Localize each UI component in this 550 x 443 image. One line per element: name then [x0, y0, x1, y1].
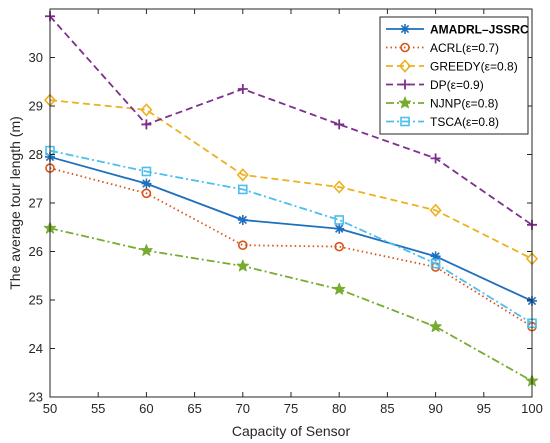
series-5: [45, 145, 537, 329]
data-point-3-1: [141, 119, 152, 130]
series-line-3: [49, 15, 533, 226]
x-tick-label-8: 90: [428, 401, 442, 416]
y-tick-label-7: 30: [29, 50, 43, 65]
legend-box: [379, 16, 529, 135]
legend-marker-5: [400, 116, 410, 127]
legend-entry-5: TSCA(ε=0.8): [386, 115, 499, 129]
y-tick-label-5: 28: [29, 147, 43, 162]
legend-marker-0: [400, 24, 410, 34]
y-tick-label-4: 27: [29, 196, 43, 211]
y-tick-label-1: 24: [29, 341, 43, 356]
y-tick-label-3: 26: [29, 244, 43, 259]
data-point-1-1: [141, 188, 152, 199]
legend-marker-2: [398, 59, 412, 73]
data-point-4-1: [140, 244, 153, 256]
data-point-5-2: [238, 184, 248, 195]
data-point-0-4: [430, 251, 441, 262]
series-line-5: [49, 149, 533, 325]
data-point-5-4: [430, 258, 441, 269]
x-tick-label-10: 100: [521, 401, 543, 416]
data-point-2-3: [333, 180, 346, 194]
series-line-2: [49, 99, 533, 260]
y-axis-label: The average tour length (m): [7, 116, 23, 290]
data-point-2-1: [140, 103, 153, 117]
data-point-0-2: [237, 214, 248, 225]
legend-entry-2: GREEDY(ε=0.8): [386, 59, 518, 74]
data-point-3-4: [430, 153, 441, 164]
x-tick-label-7: 85: [380, 401, 394, 416]
x-tick-label-2: 60: [139, 401, 153, 416]
legend-label-2: GREEDY(ε=0.8): [430, 60, 518, 74]
y-tick-label-6: 29: [29, 99, 43, 114]
ticks-layer: 50 55 60 65 70 75 80 85 90 95 100 23 24 25 26 27 28 29 30: [29, 9, 543, 416]
data-point-4-4: [429, 320, 442, 333]
legend-entry-1: ACRL(ε=0.7): [386, 41, 499, 55]
x-tick-label-0: 50: [43, 401, 57, 416]
x-tick-label-3: 65: [187, 401, 201, 416]
y-tick-label-0: 23: [29, 390, 43, 405]
data-point-2-2: [236, 168, 249, 182]
x-tick-label-6: 80: [332, 401, 346, 416]
series-line-0: [49, 156, 533, 302]
legend-label-1: ACRL(ε=0.7): [430, 41, 499, 55]
data-point-4-2: [236, 259, 250, 272]
data-point-5-3: [334, 215, 345, 225]
legend-entry-0: AMADRL–JSSRC: [386, 23, 529, 37]
x-tick-label-9: 95: [477, 401, 491, 416]
data-point-4-3: [332, 282, 346, 295]
x-tick-label-5: 75: [284, 401, 298, 416]
legend-label-5: TSCA(ε=0.8): [430, 115, 499, 129]
data-point-2-4: [429, 203, 442, 217]
legend-marker-4: [398, 96, 412, 109]
legend-label-4: NJNP(ε=0.8): [430, 97, 498, 111]
data-point-1-3: [334, 241, 345, 252]
data-point-1-2: [238, 240, 248, 250]
series-line-4: [49, 227, 533, 382]
data-point-3-3: [334, 119, 345, 130]
series-line-1: [49, 167, 533, 328]
legend-marker-1: [400, 42, 410, 53]
legend-label-3: DP(ε=0.9): [430, 78, 484, 92]
legend-label-0: AMADRL–JSSRC: [430, 23, 529, 37]
data-point-5-1: [141, 166, 152, 177]
data-point-0-1: [141, 178, 152, 189]
legend-entry-3: DP(ε=0.9): [386, 78, 484, 92]
y-tick-label-2: 25: [29, 293, 43, 308]
x-axis-label: Capacity of Sensor: [232, 423, 351, 439]
data-point-3-2: [237, 84, 248, 95]
data-point-0-3: [334, 223, 345, 234]
legend: AMADRL–JSSRC ACRL(ε=0.7) GREEDY(ε=0.8) DP(ε…: [379, 16, 529, 135]
legend-marker-3: [400, 79, 410, 90]
x-tick-label-4: 70: [236, 401, 250, 416]
x-tick-label-1: 55: [91, 401, 105, 416]
legend-entry-4: NJNP(ε=0.8): [386, 96, 498, 111]
